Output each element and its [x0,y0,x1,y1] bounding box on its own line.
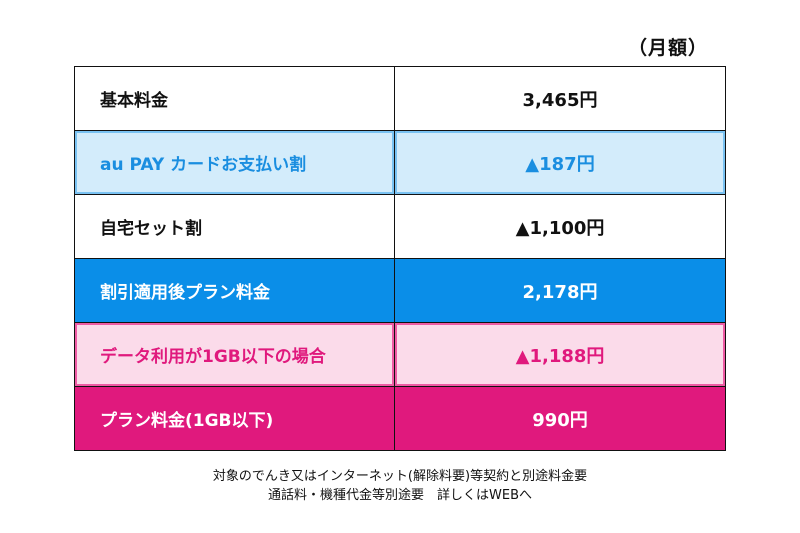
table-row-home-set-discount: 自宅セット割 ▲1,100円 [74,194,726,259]
row-label: au PAY カードお支払い割 [74,130,395,195]
table-row-discounted-plan-fee: 割引適用後プラン料金 2,178円 [74,258,726,323]
table-row-au-pay-card-discount: au PAY カードお支払い割 ▲187円 [74,130,726,195]
row-value: ▲1,100円 [394,194,726,259]
row-value: ▲1,188円 [394,322,726,387]
row-value: 990円 [394,386,726,451]
row-label: データ利用が1GB以下の場合 [74,322,395,387]
unit-label: （月額） [628,37,709,59]
row-label: プラン料金(1GB以下) [74,386,395,451]
table-row-under-1gb-discount: データ利用が1GB以下の場合 ▲1,188円 [74,322,726,387]
row-value: ▲187円 [394,130,726,195]
table-row-plan-fee-under-1gb: プラン料金(1GB以下) 990円 [74,386,726,451]
row-label: 基本料金 [74,66,395,131]
row-label: 自宅セット割 [74,194,395,259]
row-value: 2,178円 [394,258,726,323]
footnote-line-2: 通話料・機種代金等別途要 詳しくはWEBへ [268,488,532,503]
table-row-basic-fee: 基本料金 3,465円 [74,66,726,131]
row-label: 割引適用後プラン料金 [74,258,395,323]
row-value: 3,465円 [394,66,726,131]
footnote-line-1: 対象のでんき又はインターネット(解除料要)等契約と別途料金要 [212,469,588,484]
price-table: 基本料金 3,465円 au PAY カードお支払い割 ▲187円 自宅セット割… [74,66,726,451]
